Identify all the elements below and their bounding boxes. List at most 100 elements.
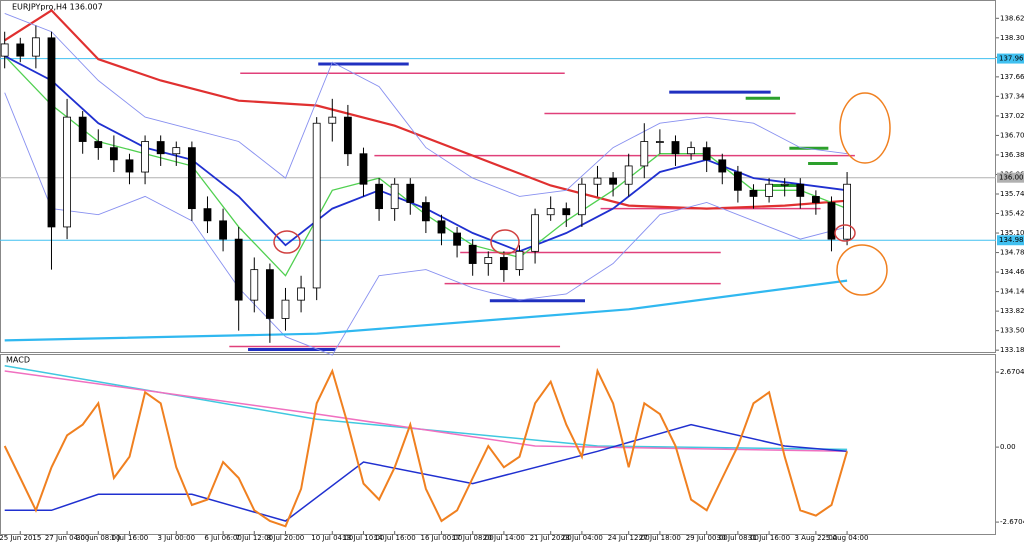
candle-body [281, 299, 290, 319]
candle-body [250, 269, 259, 301]
candle-body [499, 257, 508, 271]
price-label: 137.960 [999, 55, 1024, 63]
x-tick-label: 20 Jul 14:00 [483, 534, 525, 542]
indicator-line [4, 279, 848, 342]
candle-body [312, 122, 321, 289]
candle-body [593, 177, 602, 185]
circle-mark [273, 230, 301, 254]
indicator-line [4, 8, 848, 210]
y-tick-label: 134.780 [1000, 249, 1024, 257]
candle-body [219, 220, 227, 240]
y-tick-label: 138.300 [1000, 34, 1024, 42]
candle-body [609, 177, 617, 185]
x-tick-label: 31 Jul 16:00 [748, 534, 790, 542]
y-tick-label: 0.00 [1000, 443, 1016, 451]
macd-line [4, 423, 848, 522]
candle-body [297, 287, 305, 301]
candle-body [421, 202, 430, 222]
x-tick-label: 30 Jun 08:00 [76, 534, 120, 542]
x-tick-label: 5 Aug 04:00 [826, 534, 869, 542]
candle-body [63, 116, 71, 228]
candle-body [125, 159, 134, 173]
x-tick-label: 21 Jul 20:00 [530, 534, 572, 542]
candle-body [687, 147, 695, 155]
candle-body [187, 147, 196, 210]
y-tick-label: 135.740 [1000, 190, 1024, 198]
macd-line [4, 370, 848, 453]
x-tick-label: 7 Jul 12:00 [236, 534, 274, 542]
candle-body [811, 196, 820, 203]
candle-body [796, 183, 805, 197]
y-tick-label: 133.180 [1000, 346, 1024, 354]
x-tick-label: 27 Jul 18:00 [639, 534, 681, 542]
x-tick-label: 16 Jul 00:00 [420, 534, 462, 542]
candle-body [671, 141, 680, 155]
candle-body [577, 183, 586, 216]
candle-body [453, 232, 461, 246]
x-tick-label: 23 Jul 04:00 [561, 534, 603, 542]
y-tick-label: 137.340 [1000, 92, 1024, 100]
candle-body [718, 159, 727, 173]
price-panel [0, 0, 996, 353]
candle-body [390, 183, 399, 210]
chart-title: EURJPYpro,H4 136.007 [12, 3, 103, 12]
price-label: 136.007 [999, 174, 1024, 182]
candle-body [765, 183, 773, 197]
candle-body [843, 183, 851, 240]
candle-body [531, 214, 539, 252]
x-tick-label: 8 Jul 20:00 [267, 534, 305, 542]
candle-body [484, 257, 493, 264]
x-tick-label: 29 Jul 00:00 [686, 534, 728, 542]
y-tick-label: 134.460 [1000, 268, 1024, 276]
candle-body [827, 202, 836, 240]
candle-body [343, 116, 352, 155]
macd-line [3, 367, 849, 528]
y-tick-label: 134.140 [1000, 288, 1024, 296]
y-tick-label: 2.6704 [1000, 368, 1024, 376]
y-tick-label: 136.700 [1000, 131, 1024, 139]
x-tick-label: 13 Jul 10:00 [342, 534, 384, 542]
x-tick-label: 25 Jun 2015 [0, 534, 41, 542]
candle-body [406, 183, 415, 203]
y-tick-label: 135.100 [1000, 229, 1024, 237]
candle-body [0, 43, 9, 57]
candle-body [437, 220, 446, 234]
x-tick-label: 27 Jun 04:00 [45, 534, 89, 542]
x-tick-label: 3 Aug 22:00 [795, 534, 838, 542]
circle-mark [834, 224, 856, 242]
price-label-box [997, 53, 1024, 64]
y-tick-label: 137.020 [1000, 112, 1024, 120]
candle-body [702, 147, 711, 161]
x-tick-label: 1 Jul 16:00 [111, 534, 149, 542]
circle-mark [836, 244, 888, 296]
x-tick-label: 3 Jul 00:00 [158, 534, 196, 542]
x-tick-label: 6 Jul 06:00 [204, 534, 242, 542]
indicator-line [4, 92, 848, 356]
macd-title: MACD [6, 356, 30, 365]
y-tick-label: 137.660 [1000, 73, 1024, 81]
candle-body [733, 171, 742, 191]
y-tick-label: 138.620 [1000, 14, 1024, 22]
candle-body [655, 141, 664, 143]
candle-body [94, 141, 103, 149]
candle-body [265, 269, 274, 319]
candle-body [47, 37, 56, 228]
price-label-box [997, 172, 1024, 183]
circle-mark [839, 92, 891, 164]
candle-body [141, 141, 149, 173]
candle-body [515, 250, 524, 271]
candle-body [328, 116, 337, 124]
candle-body [468, 244, 477, 264]
circle-mark [490, 229, 520, 255]
candle-body [234, 238, 243, 301]
x-tick-label: 30 Jul 08:00 [717, 534, 759, 542]
candle-body [359, 153, 368, 185]
x-tick-label: 24 Jul 12:00 [608, 534, 650, 542]
candle-body [624, 165, 633, 185]
candle-body [156, 141, 165, 155]
x-tick-label: 17 Jul 08:00 [452, 534, 494, 542]
price-label-box [997, 235, 1024, 246]
candle-body [109, 147, 118, 161]
y-tick-label: 133.500 [1000, 327, 1024, 335]
